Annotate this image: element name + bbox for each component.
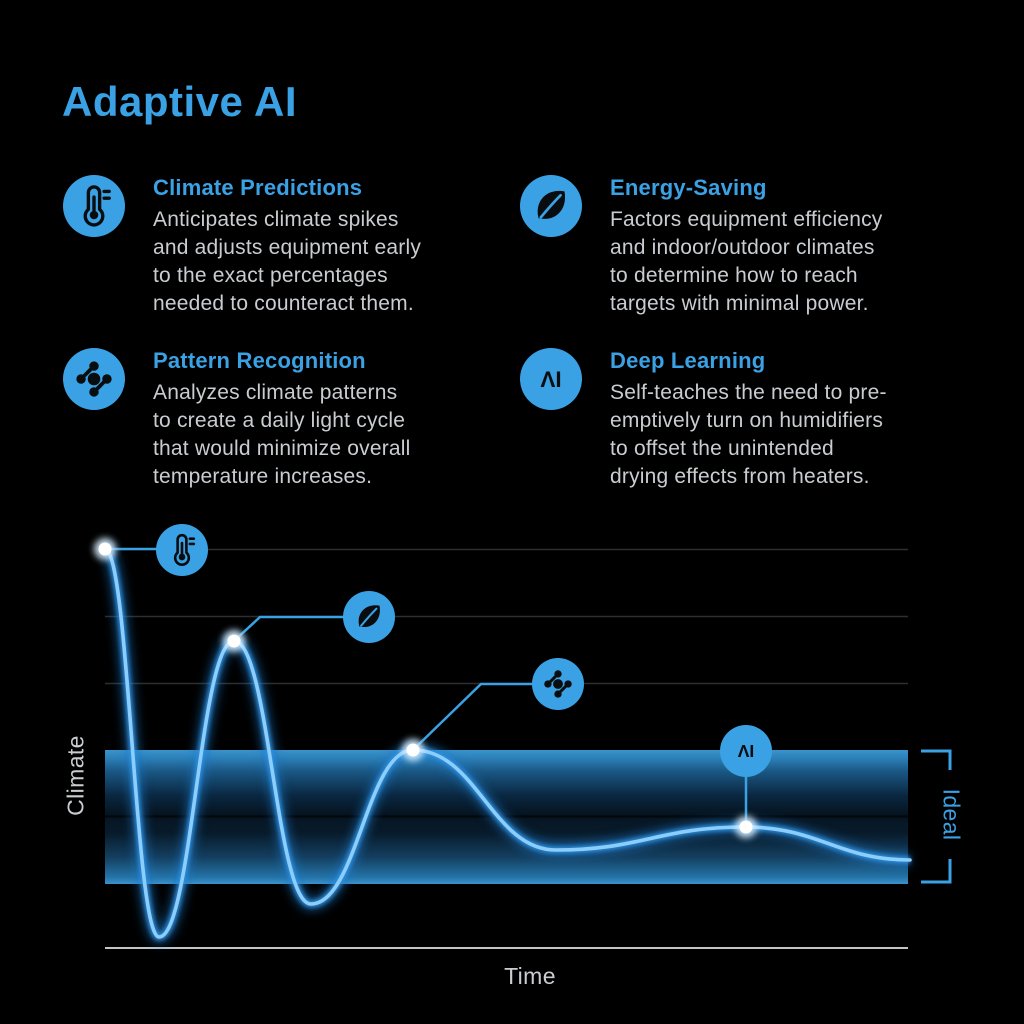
feature-body: Analyzes climate patterns to create a da… [153,381,411,488]
thermometer-icon [63,175,125,237]
x-axis-label: Time [504,963,556,989]
thermometer-icon [156,524,208,576]
feature-title: Energy-Saving [610,175,767,200]
ideal-bracket [921,749,952,884]
feature-title: Pattern Recognition [153,348,366,373]
feature-climate-predictions: Climate Predictions Anticipates climate … [63,175,493,318]
leaf-icon [343,591,395,643]
connector-line [233,615,369,642]
y-axis-label: Climate [62,735,89,816]
ai-icon [520,348,582,410]
feature-deep-learning: Deep Learning Self-teaches the need to p… [520,348,950,491]
feature-body: Anticipates climate spikes and adjusts e… [153,208,422,315]
page-title: Adaptive AI [62,78,297,125]
curve-marker [735,816,757,838]
curve-marker [223,630,245,652]
feature-body: Self-teaches the need to pre- emptively … [610,381,887,488]
feature-body: Factors equipment efficiency and indoor/… [610,208,883,315]
climate-curve [98,542,912,945]
feature-title: Deep Learning [610,348,766,373]
feature-title: Climate Predictions [153,175,363,200]
ideal-band-label: Ideal [938,788,965,841]
pattern-icon [532,658,584,710]
curve-marker [402,739,424,761]
leaf-icon [520,175,582,237]
pattern-icon [63,348,125,410]
curve-marker [94,538,116,560]
feature-pattern-recognition: Pattern Recognition Analyzes climate pat… [63,348,493,491]
ai-icon [720,725,772,777]
feature-energy-saving: Energy-Saving Factors equipment efficien… [520,175,950,318]
